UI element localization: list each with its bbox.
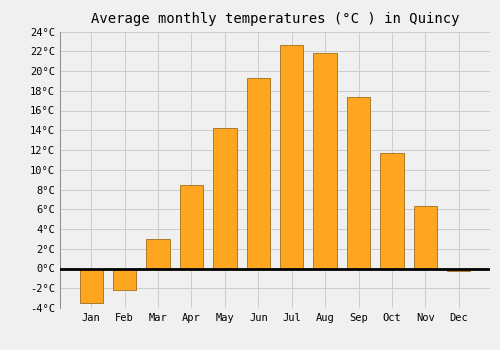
Bar [347, 97, 370, 268]
Bar [380, 153, 404, 268]
Bar [314, 53, 337, 268]
Bar [447, 268, 470, 272]
Bar [280, 45, 303, 268]
Bar [213, 128, 236, 268]
Bar [180, 184, 203, 268]
Bar [80, 268, 103, 303]
Bar [246, 78, 270, 268]
Bar [146, 239, 170, 268]
Bar [414, 206, 437, 268]
Title: Average monthly temperatures (°C ) in Quincy: Average monthly temperatures (°C ) in Qu… [91, 12, 459, 26]
Bar [113, 268, 136, 290]
